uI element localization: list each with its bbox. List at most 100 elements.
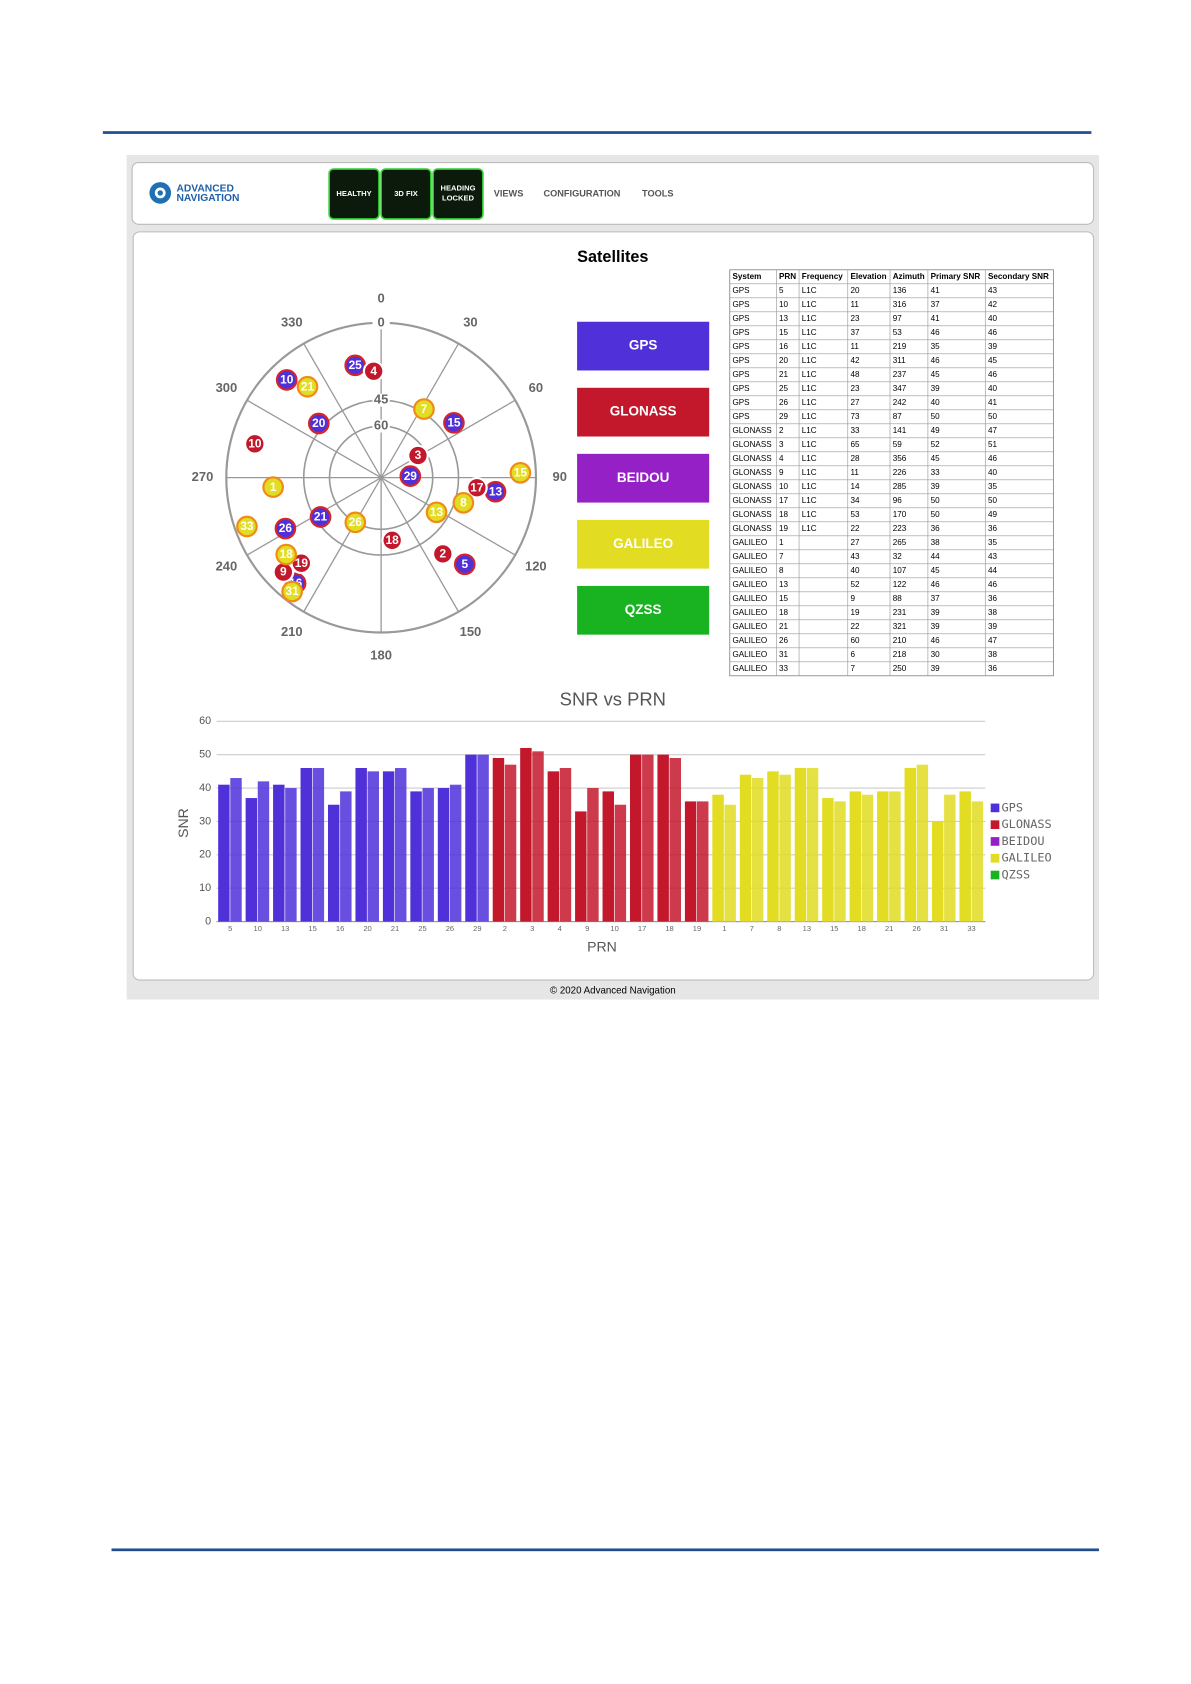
azimuth-label: 330 xyxy=(281,314,303,329)
bar xyxy=(916,764,929,922)
table-border xyxy=(729,269,1054,677)
satellite-marker xyxy=(425,501,448,524)
bar xyxy=(877,791,889,922)
bar xyxy=(861,794,874,922)
table-cell: 49 xyxy=(931,426,941,435)
table-cell: 36 xyxy=(988,664,998,673)
constellation-label[interactable]: GALILEO xyxy=(613,536,673,551)
table-cell: 39 xyxy=(931,384,941,393)
bar xyxy=(285,788,297,922)
table-cell: 51 xyxy=(988,440,998,449)
bar xyxy=(739,774,752,922)
table-cell: 1 xyxy=(779,538,784,547)
table-header: Primary SNR xyxy=(931,272,981,281)
table-cell: GALILEO xyxy=(732,622,767,631)
table-cell: GLONASS xyxy=(732,440,772,449)
azimuth-label: 60 xyxy=(529,380,543,395)
table-cell: GLONASS xyxy=(732,524,772,533)
table-cell: 47 xyxy=(988,636,998,645)
azimuth-label: 210 xyxy=(281,624,303,639)
satellite-prn: 29 xyxy=(404,469,418,483)
constellation-label[interactable]: GLONASS xyxy=(610,404,677,419)
table-cell: 11 xyxy=(850,342,859,351)
bar xyxy=(340,791,352,922)
satellite-prn: 26 xyxy=(349,515,363,529)
table-cell: L1C xyxy=(802,426,817,435)
satellite-prn: 15 xyxy=(447,415,461,429)
bar xyxy=(904,768,916,922)
table-cell: 27 xyxy=(850,538,860,547)
table-cell: 35 xyxy=(988,482,998,491)
satellite-prn: 18 xyxy=(386,533,400,547)
table-cell: 170 xyxy=(893,510,907,519)
x-tick-label: 17 xyxy=(638,924,646,933)
table-cell: 20 xyxy=(779,356,789,365)
table-cell: 7 xyxy=(850,664,855,673)
satellite-prn: 5 xyxy=(461,557,468,571)
satellite-prn: 10 xyxy=(248,437,262,451)
bar xyxy=(751,778,764,922)
satellite-prn: 1 xyxy=(270,480,277,494)
status-label: 3D FIX xyxy=(394,190,418,198)
elevation-label-bg xyxy=(372,419,390,433)
table-header: Frequency xyxy=(802,272,844,281)
table-cell: 242 xyxy=(893,398,907,407)
satellite-prn: 9 xyxy=(280,565,287,579)
bar xyxy=(944,794,956,922)
satellite-marker xyxy=(432,543,454,565)
table-cell: 29 xyxy=(779,412,789,421)
table-cell: 46 xyxy=(988,328,998,337)
table-cell: GPS xyxy=(732,398,750,407)
legend-label: GPS xyxy=(1002,800,1024,814)
constellation-button[interactable] xyxy=(577,453,710,503)
bar xyxy=(312,768,325,922)
bar xyxy=(971,801,984,922)
table-cell: 53 xyxy=(850,510,860,519)
table-cell: 49 xyxy=(988,510,998,519)
satellite-marker xyxy=(452,491,475,514)
x-tick-label: 33 xyxy=(967,924,975,933)
menu-item[interactable]: TOOLS xyxy=(642,188,673,198)
table-cell: 88 xyxy=(893,594,903,603)
bar xyxy=(230,778,242,922)
satellite-prn: 15 xyxy=(514,465,528,479)
constellation-label[interactable]: GPS xyxy=(629,338,658,353)
table-cell: 46 xyxy=(931,356,941,365)
table-cell: L1C xyxy=(802,524,817,533)
table-cell: 36 xyxy=(988,594,998,603)
status-label: HEALTHY xyxy=(336,190,372,198)
table-cell: GALILEO xyxy=(732,608,767,617)
satellite-marker xyxy=(309,506,332,528)
status-label-box: HEADING LOCKED xyxy=(441,185,476,202)
table-cell: 96 xyxy=(893,496,903,505)
table-cell: 50 xyxy=(931,496,941,505)
constellation-label[interactable]: BEIDOU xyxy=(617,470,670,485)
bar xyxy=(779,774,791,922)
bar xyxy=(449,784,462,922)
satellite-marker xyxy=(413,398,435,420)
constellation-button[interactable] xyxy=(577,321,710,371)
constellation-button[interactable] xyxy=(577,585,710,635)
table-cell: 40 xyxy=(988,384,998,393)
bar xyxy=(794,768,807,922)
table-cell: GPS xyxy=(732,286,750,295)
constellation-button[interactable] xyxy=(577,387,710,437)
table-cell: 321 xyxy=(893,622,907,631)
table-cell: 7 xyxy=(779,552,784,561)
x-tick-label: 8 xyxy=(777,924,781,933)
bar xyxy=(614,804,627,922)
menu-item[interactable]: CONFIGURATION xyxy=(544,188,621,198)
constellation-button[interactable] xyxy=(577,519,710,569)
x-tick-label: 1 xyxy=(722,924,726,933)
satellite-prn: 20 xyxy=(312,416,326,430)
bar xyxy=(477,754,489,922)
menu-item[interactable]: VIEWS xyxy=(494,188,524,198)
table-cell: 28 xyxy=(850,454,860,463)
bar xyxy=(367,771,380,922)
constellation-label[interactable]: QZSS xyxy=(625,602,662,617)
top-rule xyxy=(102,131,1092,134)
table-cell: GLONASS xyxy=(732,468,772,477)
table-header: PRN xyxy=(779,272,796,281)
table-cell: 226 xyxy=(893,468,907,477)
table-cell: 285 xyxy=(893,482,907,491)
